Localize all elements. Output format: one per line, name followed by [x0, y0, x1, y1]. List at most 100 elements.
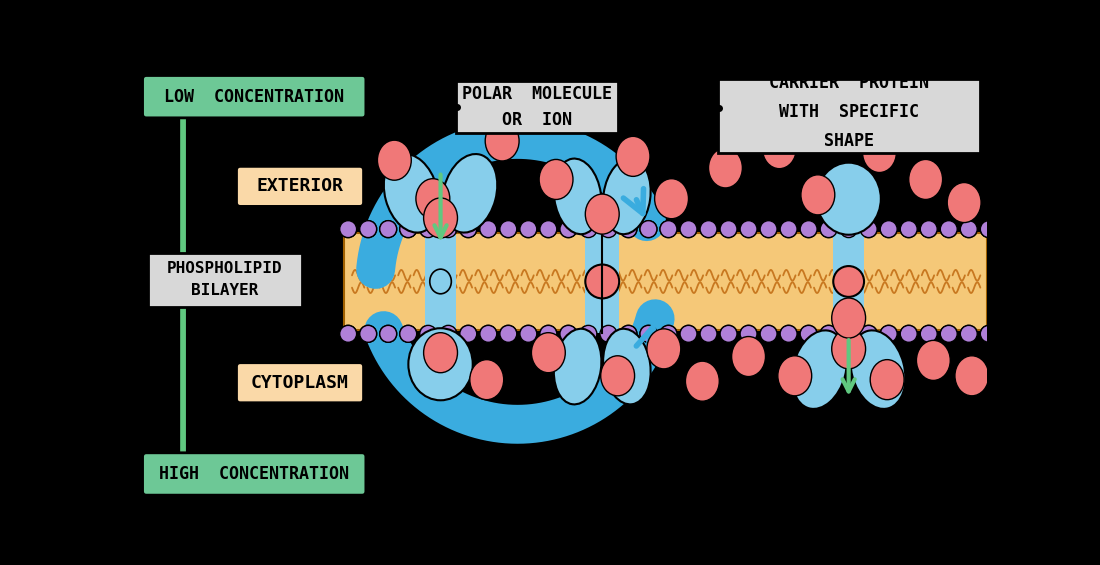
Circle shape [921, 325, 937, 342]
Circle shape [360, 221, 376, 238]
Circle shape [540, 325, 557, 342]
Circle shape [399, 325, 417, 342]
Circle shape [960, 221, 977, 238]
Circle shape [600, 325, 617, 342]
Circle shape [700, 221, 717, 238]
Circle shape [520, 221, 537, 238]
Circle shape [740, 221, 757, 238]
Circle shape [680, 325, 697, 342]
Circle shape [620, 221, 637, 238]
Circle shape [340, 325, 356, 342]
Circle shape [499, 221, 517, 238]
Circle shape [900, 221, 917, 238]
Text: CARRIER  PROTEIN
WITH  SPECIFIC
SHAPE: CARRIER PROTEIN WITH SPECIFIC SHAPE [769, 74, 928, 150]
Circle shape [640, 221, 657, 238]
FancyBboxPatch shape [143, 76, 366, 118]
Circle shape [480, 221, 497, 238]
Text: POLAR  MOLECULE
OR  ION: POLAR MOLECULE OR ION [462, 85, 612, 129]
Circle shape [420, 221, 437, 238]
Circle shape [840, 325, 857, 342]
Ellipse shape [531, 333, 565, 373]
Circle shape [821, 221, 837, 238]
Circle shape [480, 325, 497, 342]
Circle shape [821, 221, 837, 238]
Circle shape [680, 221, 697, 238]
Circle shape [940, 325, 957, 342]
Ellipse shape [801, 175, 835, 215]
FancyBboxPatch shape [143, 453, 366, 495]
Circle shape [800, 325, 817, 342]
Ellipse shape [408, 328, 473, 400]
Circle shape [600, 325, 617, 342]
Circle shape [560, 325, 576, 342]
Circle shape [700, 325, 717, 342]
Ellipse shape [616, 136, 650, 176]
Bar [344, 233, 988, 329]
Circle shape [720, 221, 737, 238]
Circle shape [379, 221, 397, 238]
Ellipse shape [539, 159, 573, 199]
Circle shape [834, 266, 865, 297]
Circle shape [900, 221, 917, 238]
Circle shape [960, 325, 977, 342]
Circle shape [720, 325, 737, 342]
Circle shape [620, 325, 637, 342]
Circle shape [580, 221, 597, 238]
Circle shape [821, 325, 837, 342]
Circle shape [860, 221, 877, 238]
Text: CYTOPLASM: CYTOPLASM [251, 373, 349, 392]
Text: LOW  CONCENTRATION: LOW CONCENTRATION [164, 88, 344, 106]
Circle shape [660, 221, 676, 238]
Ellipse shape [816, 163, 881, 234]
Circle shape [921, 325, 937, 342]
Circle shape [560, 221, 576, 238]
Ellipse shape [832, 298, 866, 338]
Circle shape [440, 221, 456, 238]
Circle shape [640, 325, 657, 342]
Circle shape [420, 325, 437, 342]
Circle shape [600, 221, 617, 238]
Ellipse shape [708, 148, 742, 188]
Circle shape [660, 221, 676, 238]
Circle shape [740, 221, 757, 238]
Ellipse shape [778, 356, 812, 396]
Ellipse shape [424, 333, 458, 373]
Ellipse shape [762, 129, 796, 169]
Circle shape [360, 325, 376, 342]
Circle shape [700, 221, 717, 238]
Circle shape [980, 325, 998, 342]
Circle shape [499, 325, 517, 342]
Circle shape [340, 221, 356, 238]
Circle shape [379, 325, 397, 342]
Circle shape [720, 325, 737, 342]
Circle shape [620, 325, 637, 342]
Ellipse shape [792, 331, 847, 409]
Circle shape [760, 325, 777, 342]
FancyBboxPatch shape [236, 363, 363, 403]
Ellipse shape [862, 132, 896, 172]
Circle shape [840, 221, 857, 238]
Circle shape [660, 325, 676, 342]
Circle shape [740, 325, 757, 342]
Circle shape [360, 221, 376, 238]
Circle shape [980, 325, 998, 342]
Text: PHOSPHOLIPID
BILAYER: PHOSPHOLIPID BILAYER [167, 261, 283, 298]
Bar [717, 79, 979, 153]
Ellipse shape [832, 329, 866, 369]
Circle shape [600, 221, 617, 238]
Circle shape [540, 221, 557, 238]
Circle shape [760, 221, 777, 238]
Circle shape [720, 221, 737, 238]
Circle shape [585, 264, 619, 298]
Ellipse shape [603, 159, 651, 234]
Circle shape [399, 221, 417, 238]
Bar [147, 253, 301, 306]
Circle shape [620, 221, 637, 238]
Circle shape [460, 325, 476, 342]
Circle shape [540, 221, 557, 238]
Ellipse shape [603, 329, 651, 405]
Circle shape [780, 325, 798, 342]
Circle shape [660, 325, 676, 342]
Ellipse shape [870, 360, 904, 399]
Circle shape [580, 325, 597, 342]
